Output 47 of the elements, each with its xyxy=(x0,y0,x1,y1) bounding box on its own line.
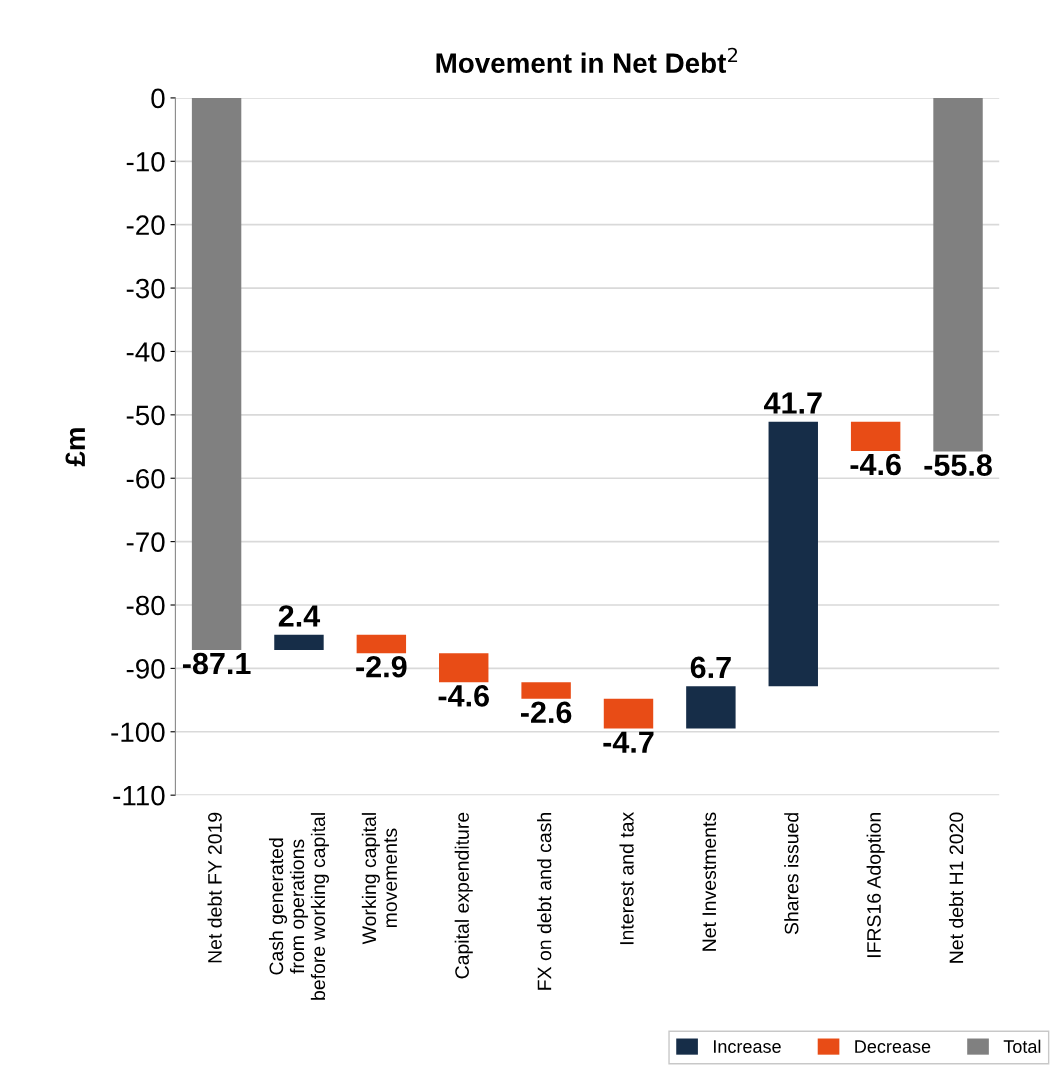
x-tick-label: Interest and tax xyxy=(619,812,634,945)
data-label: -55.8 xyxy=(924,454,992,476)
x-tick-label: Cash generated from operations before working capital xyxy=(268,813,329,1000)
legend-label: Total xyxy=(1003,1039,1041,1053)
bar xyxy=(603,698,654,729)
x-tick-label: Working capital movements xyxy=(361,813,398,945)
data-label: -87.1 xyxy=(182,652,251,675)
data-label: 2.4 xyxy=(278,605,321,627)
bar xyxy=(356,634,407,654)
y-tick-label: -60 xyxy=(126,468,165,489)
data-label: 6.7 xyxy=(690,656,731,679)
y-tick-label: -80 xyxy=(126,595,165,616)
y-tick-label: -90 xyxy=(126,659,165,679)
y-axis-title: £m xyxy=(65,428,85,467)
bar xyxy=(686,686,736,729)
bar xyxy=(933,97,983,452)
legend-label: Increase xyxy=(714,1040,781,1053)
x-tick-label: FX on debt and cash xyxy=(537,813,552,990)
y-tick-label: -50 xyxy=(126,405,165,426)
bar xyxy=(191,97,242,651)
y-tick-label: -10 xyxy=(126,151,165,172)
y-tick-label: -40 xyxy=(126,342,165,362)
bar xyxy=(768,421,818,687)
data-label: -4.6 xyxy=(850,453,901,476)
data-label: -2.9 xyxy=(356,655,407,678)
x-tick-label: Capital expenditure xyxy=(454,812,473,979)
chart-title: Movement in Net Debt$^{2}$ xyxy=(436,47,738,73)
bar xyxy=(850,421,901,451)
data-label: 41.7 xyxy=(763,392,822,414)
x-tick-label: Net debt FY 2019 xyxy=(207,812,222,963)
y-tick-label: -30 xyxy=(126,278,165,299)
y-tick-label: -70 xyxy=(126,532,165,552)
x-tick-label: IFRS16 Adoption xyxy=(866,813,885,958)
legend-label: Decrease xyxy=(855,1040,931,1053)
data-label: -4.7 xyxy=(603,731,654,753)
x-tick-label: Net debt H1 2020 xyxy=(948,812,964,963)
x-tick-label: Shares issued xyxy=(784,813,799,935)
y-tick-label: -20 xyxy=(126,215,165,236)
bar xyxy=(521,682,571,699)
bar xyxy=(274,634,324,651)
bar xyxy=(439,653,489,683)
data-label: -2.6 xyxy=(520,701,572,724)
y-tick-label: 0 xyxy=(151,88,165,109)
y-tick-label: -110 xyxy=(113,785,165,806)
x-tick-label: Net Investments xyxy=(702,812,717,951)
data-label: -4.6 xyxy=(438,685,489,707)
y-tick-label: -100 xyxy=(111,722,165,743)
